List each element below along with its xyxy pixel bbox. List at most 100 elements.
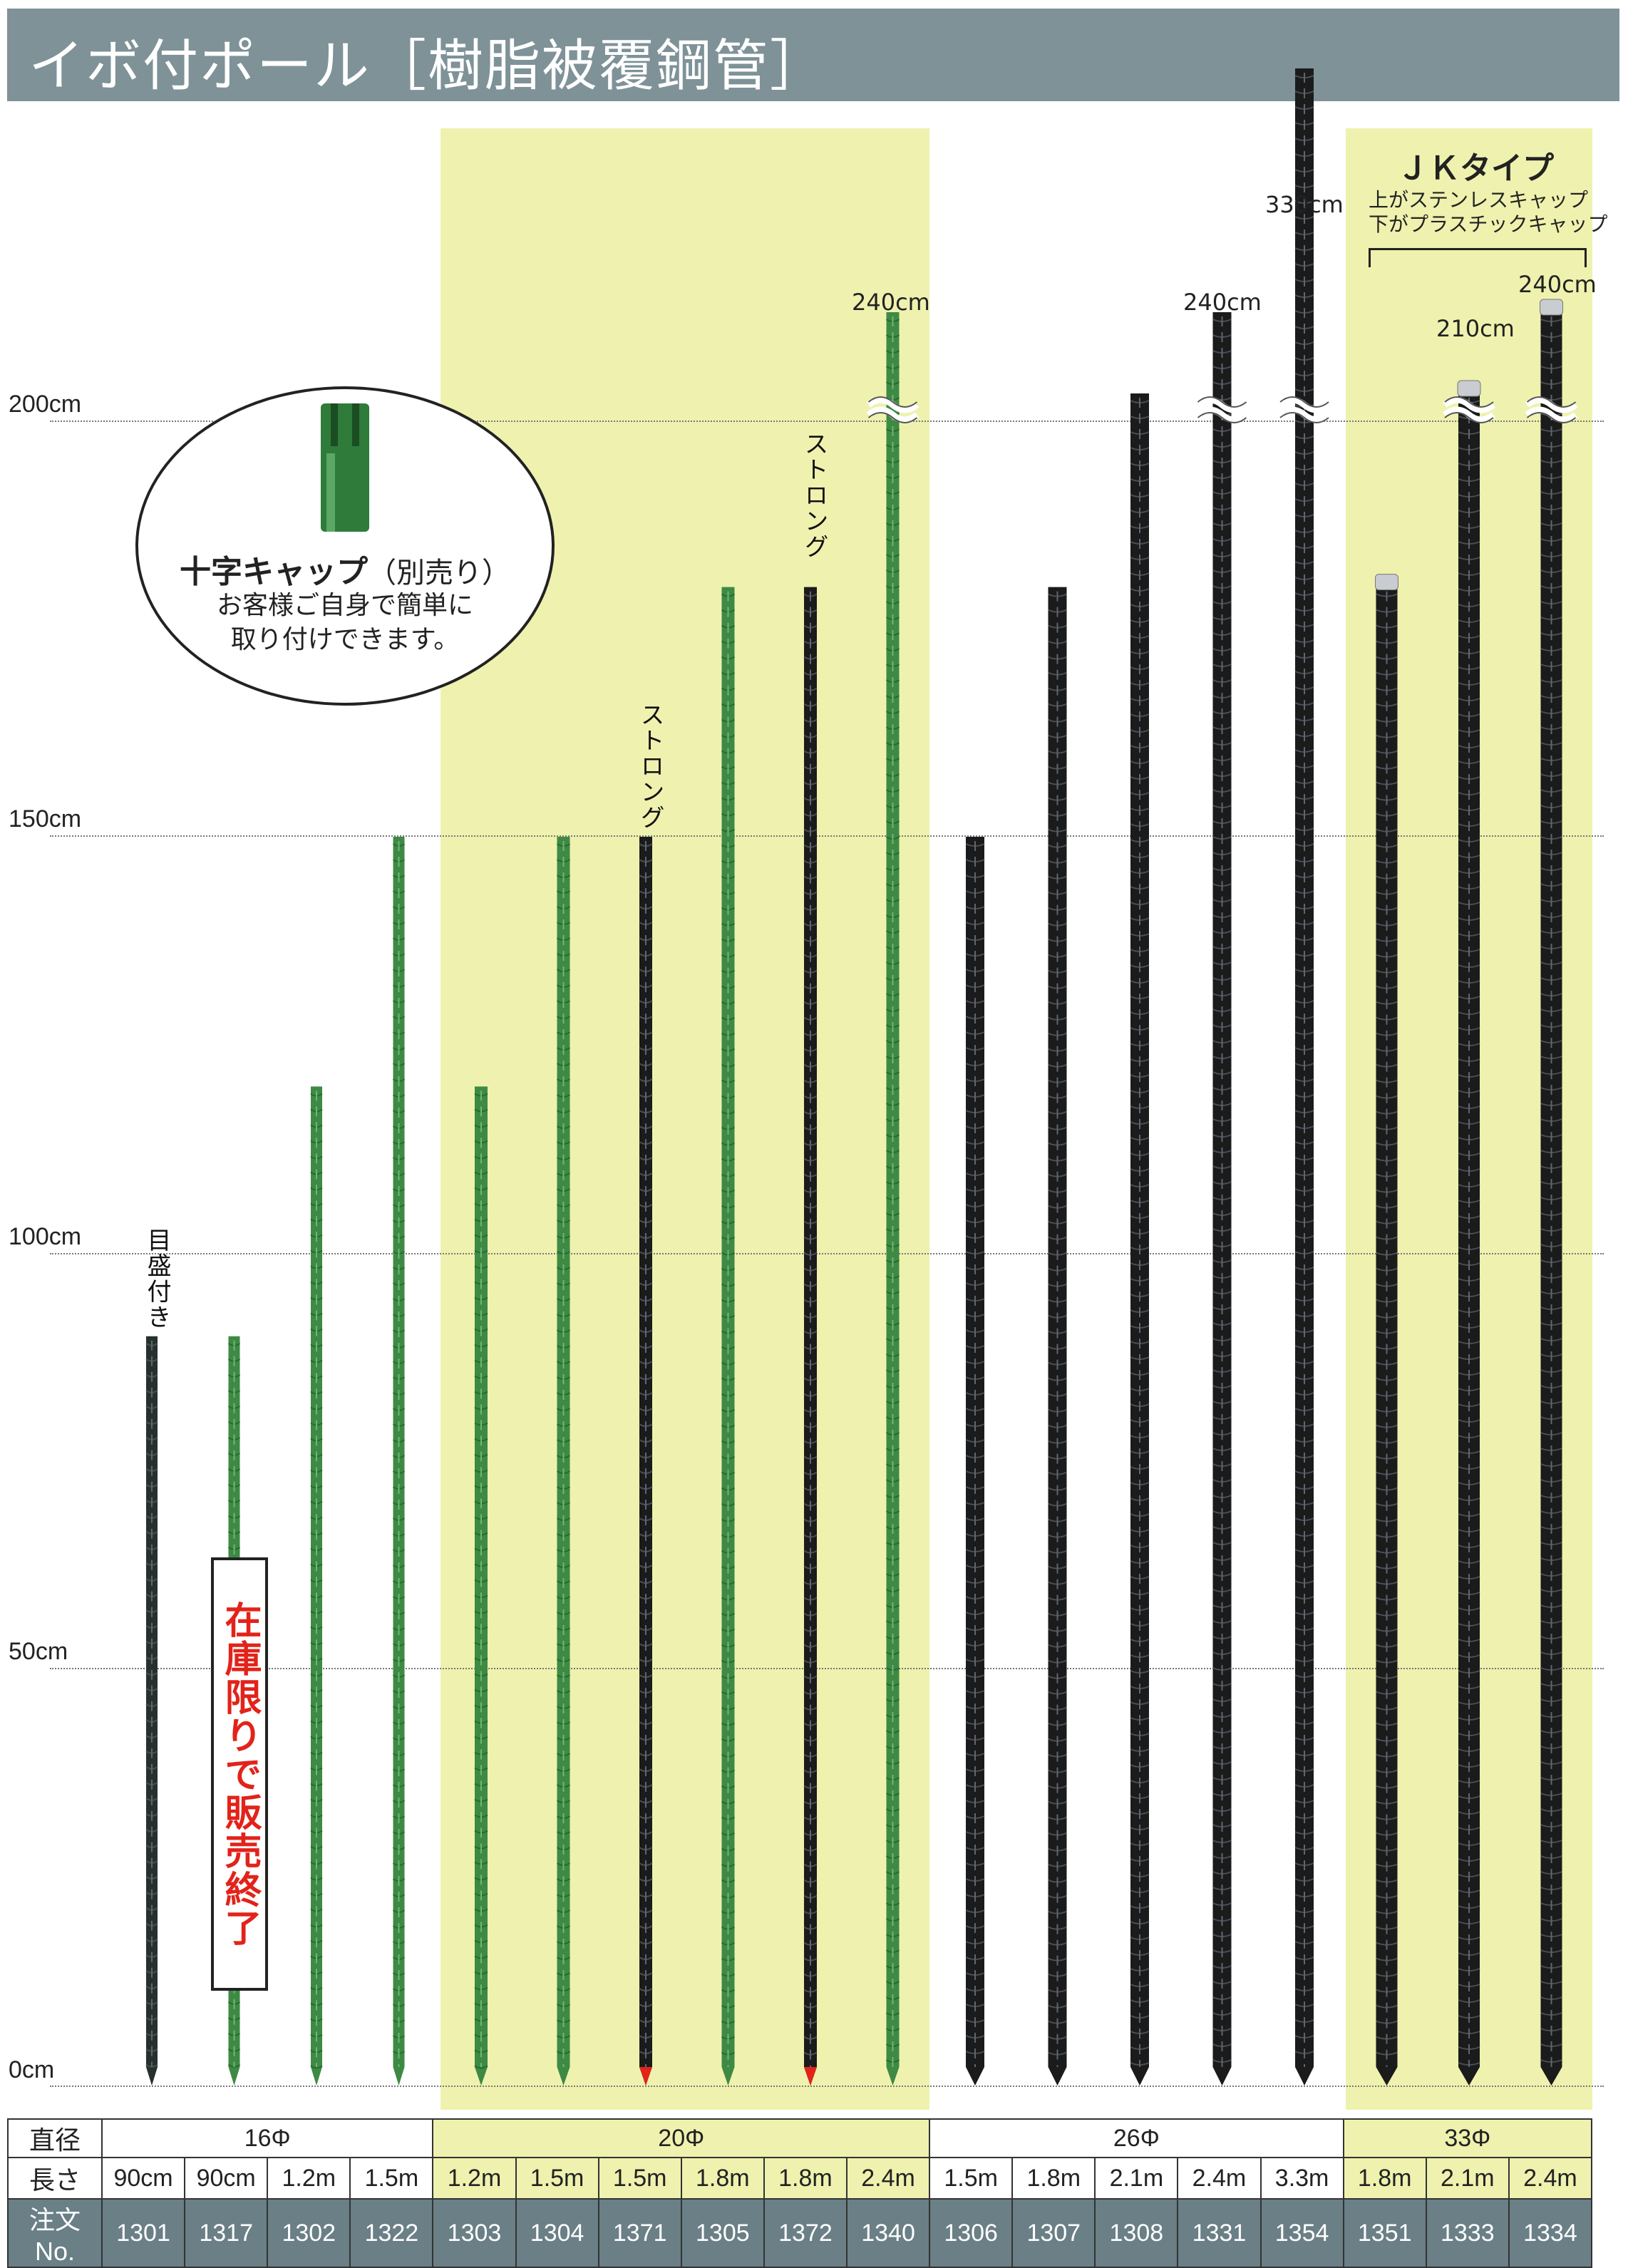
length-cell: 1.5m	[349, 2157, 434, 2200]
pole-body	[1458, 393, 1480, 2086]
break-mark-outline	[1444, 396, 1494, 423]
length-row-label: 長さ	[7, 2157, 103, 2200]
break-mark	[1525, 396, 1578, 423]
length-label-210-jk: 210cm	[1436, 315, 1515, 342]
pole-4	[474, 1086, 488, 2086]
pole-7	[721, 587, 736, 2086]
stainless-cap	[1457, 380, 1481, 397]
length-cell: 1.2m	[267, 2157, 351, 2200]
break-mark-outline	[867, 396, 918, 423]
length-row: 長さ 90cm 90cm 1.2m 1.5m 1.2m 1.5m 1.5m 1.8m 1.8m 2…	[7, 2157, 1593, 2200]
length-cell: 2.1m	[1094, 2157, 1179, 2200]
pole-12	[1130, 393, 1150, 2086]
length-cell: 1.8m	[1011, 2157, 1096, 2200]
pole-10	[965, 837, 985, 2086]
length-cell: 1.5m	[929, 2157, 1014, 2200]
jk-type-info: ＪＫタイプ 上がステンレスキャップ 下がプラスチックキャップ	[1369, 143, 1607, 237]
break-mark-outline	[1197, 396, 1247, 423]
jk-type-title: ＪＫタイプ	[1397, 150, 1554, 187]
cross-cap-title: 十字キャップ（別売り）	[138, 546, 552, 592]
length-cell: 2.4m	[1508, 2157, 1593, 2200]
pole-body	[1130, 393, 1149, 2086]
diameter-20: 20Φ	[432, 2118, 931, 2158]
spec-table: 直径 16Φ 20Φ 26Φ 33Φ 長さ 90cm 90cm 1.2m 1.5m 1.…	[7, 2118, 1593, 2268]
pole-3	[392, 837, 406, 2086]
pole-9	[866, 312, 919, 2086]
order-row-label: 注文 No.	[7, 2198, 103, 2268]
length-cell: 90cm	[101, 2157, 186, 2200]
jk-bracket	[1369, 248, 1587, 267]
pole-8	[803, 587, 818, 2086]
order-number-cell: 1303	[432, 2198, 517, 2268]
pole-5	[556, 837, 571, 2086]
order-number-cell: 1302	[267, 2198, 351, 2268]
order-number-cell: 1301	[101, 2198, 186, 2268]
length-label-240-jk: 240cm	[1518, 271, 1597, 298]
order-number-cell: 1340	[845, 2198, 931, 2268]
axis-label-100: 100cm	[9, 1223, 82, 1250]
order-number-cell: 1308	[1094, 2198, 1179, 2268]
axis-label-150: 150cm	[9, 805, 82, 833]
highlight-band-20	[441, 128, 929, 2110]
stainless-cap	[1375, 574, 1398, 591]
length-cell: 3.3m	[1259, 2157, 1344, 2200]
length-cell: 1.8m	[763, 2157, 848, 2200]
jk-desc-line1: 上がステンレスキャップ	[1369, 188, 1589, 212]
pole-17	[1525, 299, 1578, 2086]
length-cell: 1.8m	[680, 2157, 765, 2200]
length-label-330: 330cm	[1265, 191, 1344, 218]
order-number-cell: 1333	[1425, 2198, 1510, 2268]
cross-cap-description: お客様ご自身で簡単に 取り付けできます。	[138, 589, 552, 657]
pole-0	[145, 1336, 158, 2086]
order-number-cell: 1351	[1342, 2198, 1427, 2268]
pole-6	[639, 837, 653, 2086]
pole-15	[1375, 574, 1398, 2086]
order-number-cell: 1354	[1259, 2198, 1344, 2268]
axis-label-50: 50cm	[9, 1638, 68, 1665]
break-mark	[1278, 396, 1331, 423]
pole-16	[1443, 380, 1495, 2086]
order-number-cell: 1304	[515, 2198, 599, 2268]
page-header: イボ付ポール［樹脂被覆鋼管］	[7, 9, 1619, 101]
length-cell: 1.5m	[597, 2157, 682, 2200]
gridline-200	[50, 421, 1604, 422]
break-mark	[1195, 396, 1249, 423]
order-number-cell: 1306	[929, 2198, 1014, 2268]
gridline-100	[50, 1253, 1604, 1254]
axis-label-200: 200cm	[9, 391, 82, 418]
diameter-row-label: 直径	[7, 2118, 103, 2158]
length-cell: 1.8m	[1342, 2157, 1427, 2200]
order-number-cell: 1305	[680, 2198, 765, 2268]
order-number-cell: 1322	[349, 2198, 434, 2268]
cross-cap-desc-line2: 取り付けできます。	[230, 625, 460, 654]
gridline-50	[50, 1668, 1604, 1669]
order-number-cell: 1317	[184, 2198, 269, 2268]
length-cell: 2.4m	[1177, 2157, 1262, 2200]
diameter-16: 16Φ	[101, 2118, 434, 2158]
pole-14	[1278, 68, 1331, 2086]
strong-label-1: ストロング	[636, 702, 664, 830]
length-cell: 1.2m	[432, 2157, 517, 2200]
cross-cap-suffix: （別売り）	[368, 557, 510, 589]
length-cell: 90cm	[184, 2157, 269, 2200]
cross-cap-callout: 十字キャップ（別売り） お客様ご自身で簡単に 取り付けできます。	[135, 386, 555, 706]
length-cell: 2.4m	[845, 2157, 931, 2200]
cross-cap-name: 十字キャップ	[180, 554, 368, 590]
order-number-cell: 1372	[763, 2198, 848, 2268]
sold-out-notice: 在庫限りで販売終了	[211, 1557, 268, 1991]
cross-cap-desc-line1: お客様ご自身で簡単に	[216, 591, 473, 620]
order-number-cell: 1307	[1011, 2198, 1096, 2268]
break-mark	[866, 396, 919, 423]
diameter-26: 26Φ	[929, 2118, 1344, 2158]
break-mark-outline	[1526, 396, 1577, 423]
order-row: 注文 No. 1301 1317 1302 1322 1303 1304 1371 1305 1…	[7, 2198, 1593, 2268]
diameter-33: 33Φ	[1342, 2118, 1593, 2158]
cross-cap-icon	[321, 403, 369, 532]
length-label-240-green: 240cm	[852, 289, 930, 316]
pole-11	[1048, 587, 1067, 2086]
page-title: イボ付ポール［樹脂被覆鋼管］	[29, 34, 828, 98]
graduated-label: 目盛付き	[143, 1227, 171, 1330]
length-cell: 2.1m	[1425, 2157, 1510, 2200]
pole-2	[310, 1086, 323, 2086]
